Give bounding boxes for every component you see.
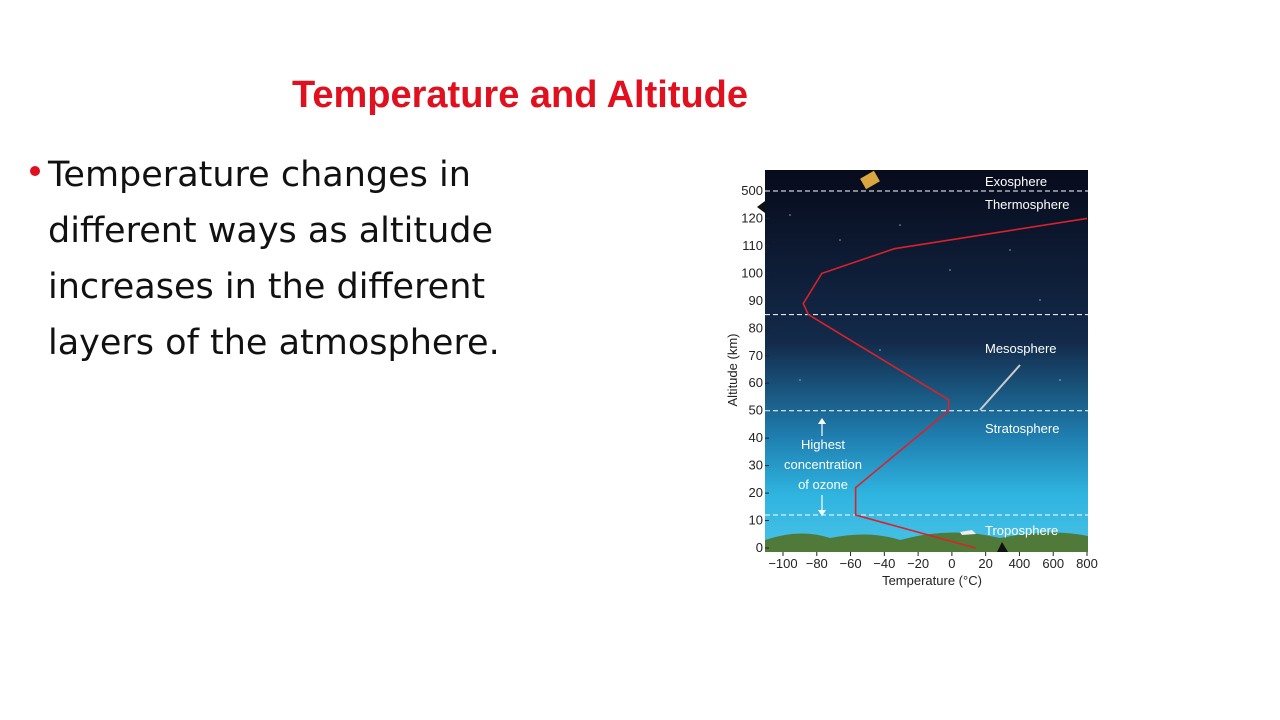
layer-label: Troposphere [985,523,1058,538]
y-tick-label: 50 [749,403,763,418]
x-tick-label: −40 [873,556,895,571]
y-tick-label: 40 [749,430,763,445]
chart-background [765,170,1088,552]
x-tick-label: −100 [768,556,797,571]
bullet-text: layers of the atmosphere. [48,323,500,363]
x-tick-label: 400 [1009,556,1031,571]
y-tick-label: 100 [741,265,763,280]
slide-title: Temperature and Altitude [292,74,748,116]
airplane [960,530,976,535]
y-axis-break [757,201,765,213]
y-tick-label: 110 [742,238,763,253]
layer-label: Thermosphere [985,197,1070,212]
ozone-arrowhead [818,418,826,424]
ozone-note: of ozone [798,477,848,492]
y-tick-label: 60 [749,375,763,390]
satellite [860,170,880,190]
y-tick-label: 70 [749,348,763,363]
layer-label: Mesosphere [985,341,1057,356]
bullet-dot [30,166,40,176]
y-tick-label: 0 [756,540,763,555]
bullet-text: increases in the different [48,267,485,307]
ozone-note: Highest [801,437,845,452]
y-tick-label: 500 [741,183,763,198]
y-axis-title: Altitude (km) [725,334,740,407]
bullet-text: different ways as altitude [48,211,493,251]
y-tick-label: 20 [749,485,763,500]
stars [789,214,1061,381]
hills [765,532,1088,552]
x-tick-label: −60 [840,556,862,571]
temperature-line [802,217,1088,549]
y-tick-label: 30 [749,458,763,473]
x-tick-label: −80 [806,556,828,571]
meteor [979,364,1021,411]
x-tick-label: −20 [907,556,929,571]
x-axis-break [997,542,1008,552]
layer-label: Stratosphere [985,421,1059,436]
ozone-arrowhead [818,510,826,516]
x-tick-label: 0 [948,556,955,571]
y-tick-label: 80 [749,320,763,335]
y-tick-label: 90 [749,293,763,308]
x-axis-title: Temperature (°C) [882,573,982,588]
x-tick-label: 600 [1042,556,1064,571]
layer-label: Exosphere [985,174,1047,189]
y-tick-label: 120 [741,210,763,225]
bullet-text: Temperature changes in [47,155,471,195]
x-tick-label: 800 [1076,556,1098,571]
ozone-note: concentration [784,457,862,472]
x-tick-label: 20 [978,556,992,571]
y-tick-label: 10 [749,513,763,528]
